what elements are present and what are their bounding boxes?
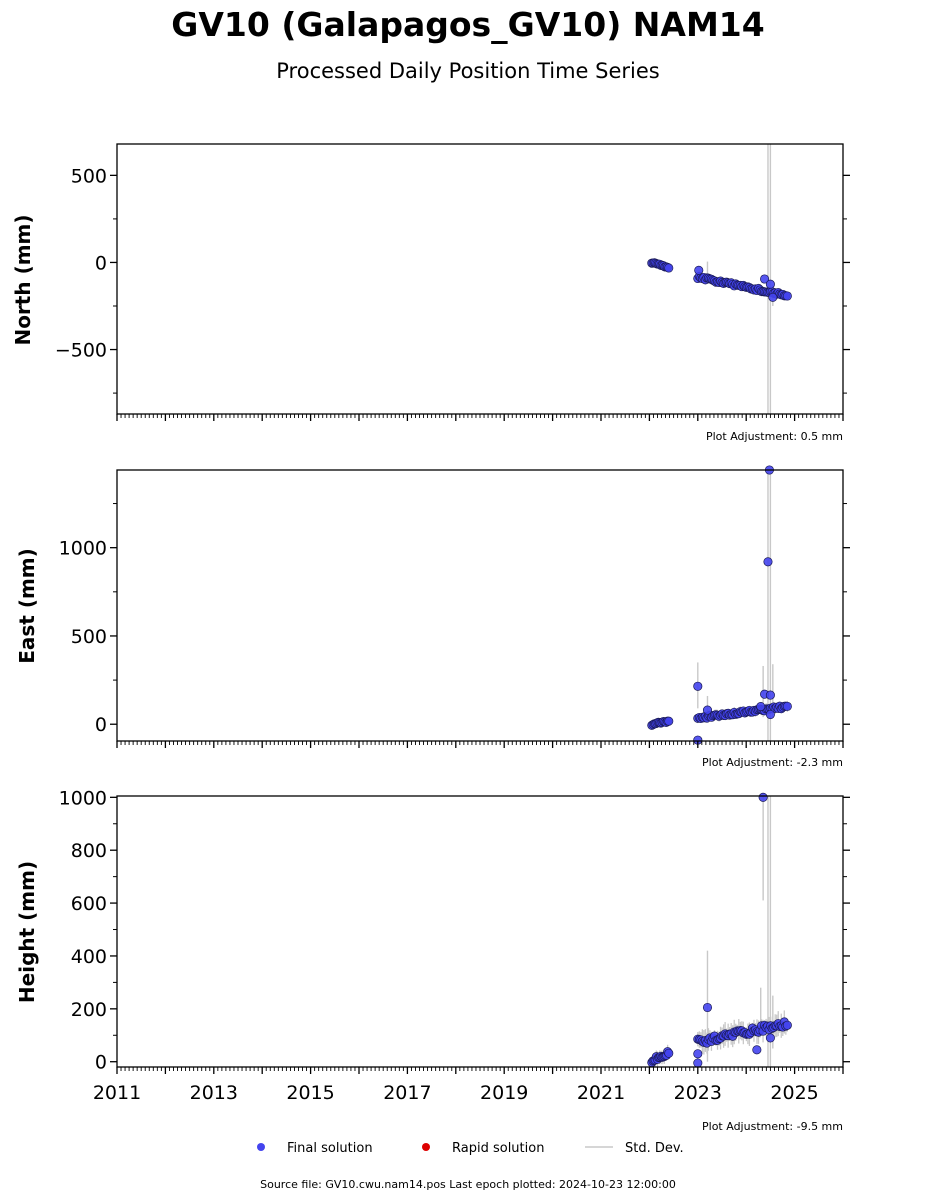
height-data-point bbox=[664, 1048, 674, 1058]
height-ytick-label: 400 bbox=[71, 946, 107, 968]
north-outlier-point bbox=[760, 274, 770, 284]
legend-rapid-label: Rapid solution bbox=[452, 1141, 544, 1156]
east-ytick-label: 500 bbox=[71, 626, 107, 648]
east-axis-label: East (mm) bbox=[15, 548, 39, 664]
east-outlier-point bbox=[765, 690, 775, 700]
height-outlier-point bbox=[758, 792, 768, 802]
height-xtick-label: 2013 bbox=[190, 1082, 238, 1104]
height-outlier-point bbox=[702, 1002, 713, 1013]
height-ytick-label: 0 bbox=[95, 1052, 107, 1074]
north-outlier-point bbox=[768, 292, 778, 302]
height-xtick-label: 2017 bbox=[383, 1082, 431, 1104]
height-ytick-label: 800 bbox=[71, 840, 107, 862]
east-data-point bbox=[782, 701, 792, 711]
east-outlier-point bbox=[702, 705, 713, 715]
north-ytick-label: −500 bbox=[55, 340, 107, 362]
north-frame bbox=[116, 143, 844, 415]
east-plot-adjustment: Plot Adjustment: -2.3 mm bbox=[702, 756, 843, 769]
legend-rapid-marker bbox=[422, 1143, 430, 1151]
height-outlier-point bbox=[693, 1058, 703, 1068]
footer-source: Source file: GV10.cwu.nam14.pos Last epo… bbox=[260, 1178, 676, 1191]
east-data-point bbox=[664, 716, 674, 726]
height-ytick-label: 600 bbox=[71, 893, 107, 915]
legend-final-label: Final solution bbox=[287, 1141, 373, 1156]
north-ytick-label: 0 bbox=[95, 252, 107, 274]
height-ytick-label: 1000 bbox=[59, 787, 107, 809]
north-panel: North (mm) Plot Adjustment: 0.5 mm 500 0 −… bbox=[11, 143, 850, 443]
chart-title: GV10 (Galapagos_GV10) NAM14 bbox=[171, 5, 764, 44]
height-xtick-label: 2023 bbox=[674, 1082, 722, 1104]
height-plot-adjustment: Plot Adjustment: -9.5 mm bbox=[702, 1120, 843, 1133]
north-plot-area bbox=[647, 144, 792, 414]
north-ytick-label: 500 bbox=[71, 165, 107, 187]
east-plot-area bbox=[647, 470, 792, 741]
legend: Final solution Rapid solution Std. Dev. bbox=[257, 1141, 684, 1156]
north-axis-label: North (mm) bbox=[11, 214, 35, 345]
north-outlier-point bbox=[694, 265, 704, 275]
height-xtick-label: 2011 bbox=[93, 1082, 141, 1104]
height-xtick-label: 2015 bbox=[286, 1082, 334, 1104]
height-panel: Height (mm) Plot Adjustment: -9.5 mm 100… bbox=[15, 787, 850, 1133]
east-frame bbox=[116, 469, 844, 742]
chart-subtitle: Processed Daily Position Time Series bbox=[276, 59, 660, 83]
height-plot-area bbox=[647, 796, 792, 1067]
height-data-point bbox=[782, 1020, 792, 1030]
height-xtick-label: 2019 bbox=[480, 1082, 528, 1104]
east-outlier-point bbox=[693, 681, 703, 691]
east-outlier-point bbox=[763, 557, 773, 567]
east-ytick-label: 1000 bbox=[59, 538, 107, 560]
legend-final-marker bbox=[257, 1143, 265, 1151]
north-data-point bbox=[782, 291, 792, 301]
height-ytick-label: 200 bbox=[71, 999, 107, 1021]
height-xtick-label: 2021 bbox=[577, 1082, 625, 1104]
height-xtick-label: 2025 bbox=[770, 1082, 818, 1104]
height-outlier-point bbox=[752, 1045, 762, 1055]
east-outlier-point bbox=[756, 702, 766, 712]
legend-stddev-label: Std. Dev. bbox=[625, 1141, 684, 1156]
east-outlier-point bbox=[765, 709, 775, 720]
east-ytick-label: 0 bbox=[95, 714, 107, 736]
north-plot-adjustment: Plot Adjustment: 0.5 mm bbox=[706, 430, 843, 443]
north-data-point bbox=[664, 263, 674, 273]
height-outlier-point bbox=[765, 1033, 775, 1043]
height-axis-label: Height (mm) bbox=[15, 861, 39, 1003]
height-outlier-point bbox=[693, 1049, 703, 1059]
north-outlier-point bbox=[765, 279, 775, 289]
east-panel: East (mm) Plot Adjustment: -2.3 mm 1000 5… bbox=[15, 465, 850, 769]
